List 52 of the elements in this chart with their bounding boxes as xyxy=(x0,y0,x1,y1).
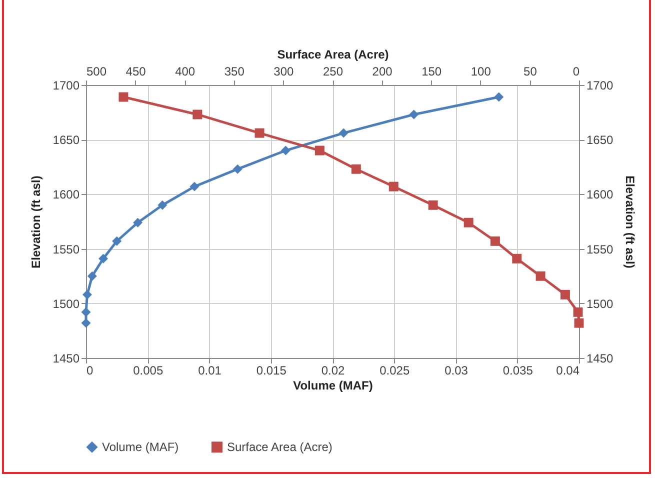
y2-tick-label: 1700 xyxy=(586,78,614,92)
point xyxy=(338,128,348,138)
point xyxy=(133,218,143,228)
y-tick-label: 1600 xyxy=(52,188,80,202)
x2-tick-label: 200 xyxy=(372,64,393,78)
x2-tick-label: 150 xyxy=(422,64,442,78)
point xyxy=(81,307,91,317)
x-tick-label: 0.025 xyxy=(380,364,410,378)
point xyxy=(98,254,108,264)
legend-label: Surface Area (Acre) xyxy=(227,440,332,454)
point xyxy=(232,164,242,174)
point xyxy=(494,92,504,102)
y2-tick-label: 1600 xyxy=(586,188,614,202)
y2-tick-label: 1500 xyxy=(586,296,614,311)
point xyxy=(82,290,92,300)
legend-label: Volume (MAF) xyxy=(102,440,179,454)
x-tick-label: 0.02 xyxy=(321,364,345,378)
y2-axis-title: Elevation (ft asl) xyxy=(623,176,638,268)
y-tick-label: 1650 xyxy=(52,133,80,148)
x2-tick-label: 50 xyxy=(524,64,538,78)
x2-tick-label: 500 xyxy=(86,64,107,78)
x-tick-label: 0.04 xyxy=(556,364,580,378)
y-axis-title: Elevation (ft asl) xyxy=(28,176,43,268)
y-tick-label: 1700 xyxy=(52,78,80,92)
x-tick-label: 0.005 xyxy=(133,364,164,378)
x2-tick-label: 350 xyxy=(224,64,245,78)
y-tick-label: 1550 xyxy=(52,242,80,256)
point xyxy=(81,318,91,328)
point xyxy=(190,182,200,192)
x2-axis-title: Surface Area (Acre) xyxy=(277,48,389,62)
point xyxy=(280,146,290,156)
x-tick-label: 0.015 xyxy=(256,364,287,378)
x2-tick-label: 100 xyxy=(470,64,492,78)
point xyxy=(112,236,122,246)
point xyxy=(158,200,168,210)
x-tick-label: 0.035 xyxy=(502,364,534,378)
x-tick-label: 0.01 xyxy=(198,364,222,378)
point xyxy=(87,271,97,281)
point xyxy=(409,110,419,120)
y2-tick-label: 1550 xyxy=(586,242,614,256)
x2-tick-label: 400 xyxy=(175,64,196,78)
x2-tick-label: 450 xyxy=(126,64,146,78)
y2-tick-label: 1650 xyxy=(586,133,614,148)
x2-tick-label: 250 xyxy=(322,64,344,78)
x2-tick-label: 300 xyxy=(274,64,294,78)
x2-tick-label: 0 xyxy=(572,64,580,78)
y-tick-label: 1450 xyxy=(52,352,80,366)
y-tick-label: 1500 xyxy=(52,296,80,311)
x-axis-title: Volume (MAF) xyxy=(293,378,373,392)
x-tick-label: 0.03 xyxy=(444,364,468,378)
x-tick-label: 0 xyxy=(86,364,94,378)
y2-tick-label: 1450 xyxy=(586,352,614,366)
